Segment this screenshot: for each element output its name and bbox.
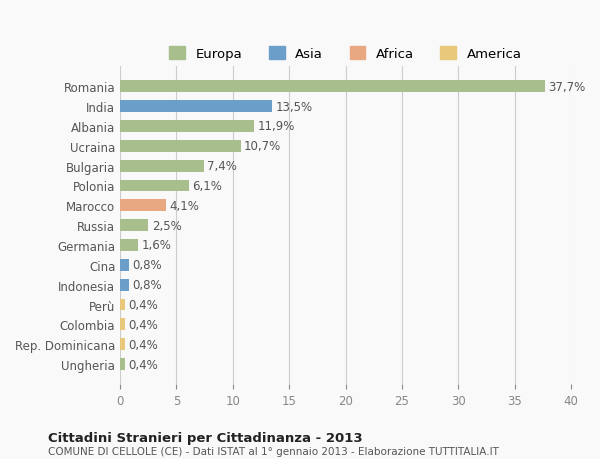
Bar bbox=[120, 101, 272, 113]
Text: 6,1%: 6,1% bbox=[192, 179, 222, 192]
Bar bbox=[120, 160, 203, 172]
Text: 0,4%: 0,4% bbox=[128, 298, 158, 311]
Bar bbox=[120, 338, 125, 350]
Text: 0,4%: 0,4% bbox=[128, 338, 158, 351]
Text: 0,4%: 0,4% bbox=[128, 318, 158, 331]
Text: 37,7%: 37,7% bbox=[548, 81, 586, 94]
Text: 0,4%: 0,4% bbox=[128, 358, 158, 371]
Bar bbox=[120, 180, 189, 192]
Bar bbox=[120, 240, 138, 252]
Bar bbox=[120, 319, 125, 330]
Bar bbox=[120, 279, 129, 291]
Text: 0,8%: 0,8% bbox=[133, 259, 162, 272]
Bar bbox=[120, 358, 125, 370]
Bar bbox=[120, 121, 254, 133]
Text: 0,8%: 0,8% bbox=[133, 279, 162, 291]
Text: 7,4%: 7,4% bbox=[207, 160, 237, 173]
Text: 13,5%: 13,5% bbox=[275, 101, 313, 113]
Text: 11,9%: 11,9% bbox=[257, 120, 295, 133]
Bar bbox=[120, 140, 241, 152]
Bar bbox=[120, 81, 545, 93]
Bar bbox=[120, 259, 129, 271]
Text: 10,7%: 10,7% bbox=[244, 140, 281, 153]
Text: COMUNE DI CELLOLE (CE) - Dati ISTAT al 1° gennaio 2013 - Elaborazione TUTTITALIA: COMUNE DI CELLOLE (CE) - Dati ISTAT al 1… bbox=[48, 447, 499, 456]
Bar bbox=[120, 200, 166, 212]
Bar bbox=[120, 220, 148, 232]
Bar bbox=[120, 299, 125, 311]
Text: 4,1%: 4,1% bbox=[170, 199, 200, 213]
Legend: Europa, Asia, Africa, America: Europa, Asia, Africa, America bbox=[164, 41, 527, 66]
Text: Cittadini Stranieri per Cittadinanza - 2013: Cittadini Stranieri per Cittadinanza - 2… bbox=[48, 431, 362, 444]
Text: 1,6%: 1,6% bbox=[142, 239, 172, 252]
Text: 2,5%: 2,5% bbox=[152, 219, 181, 232]
